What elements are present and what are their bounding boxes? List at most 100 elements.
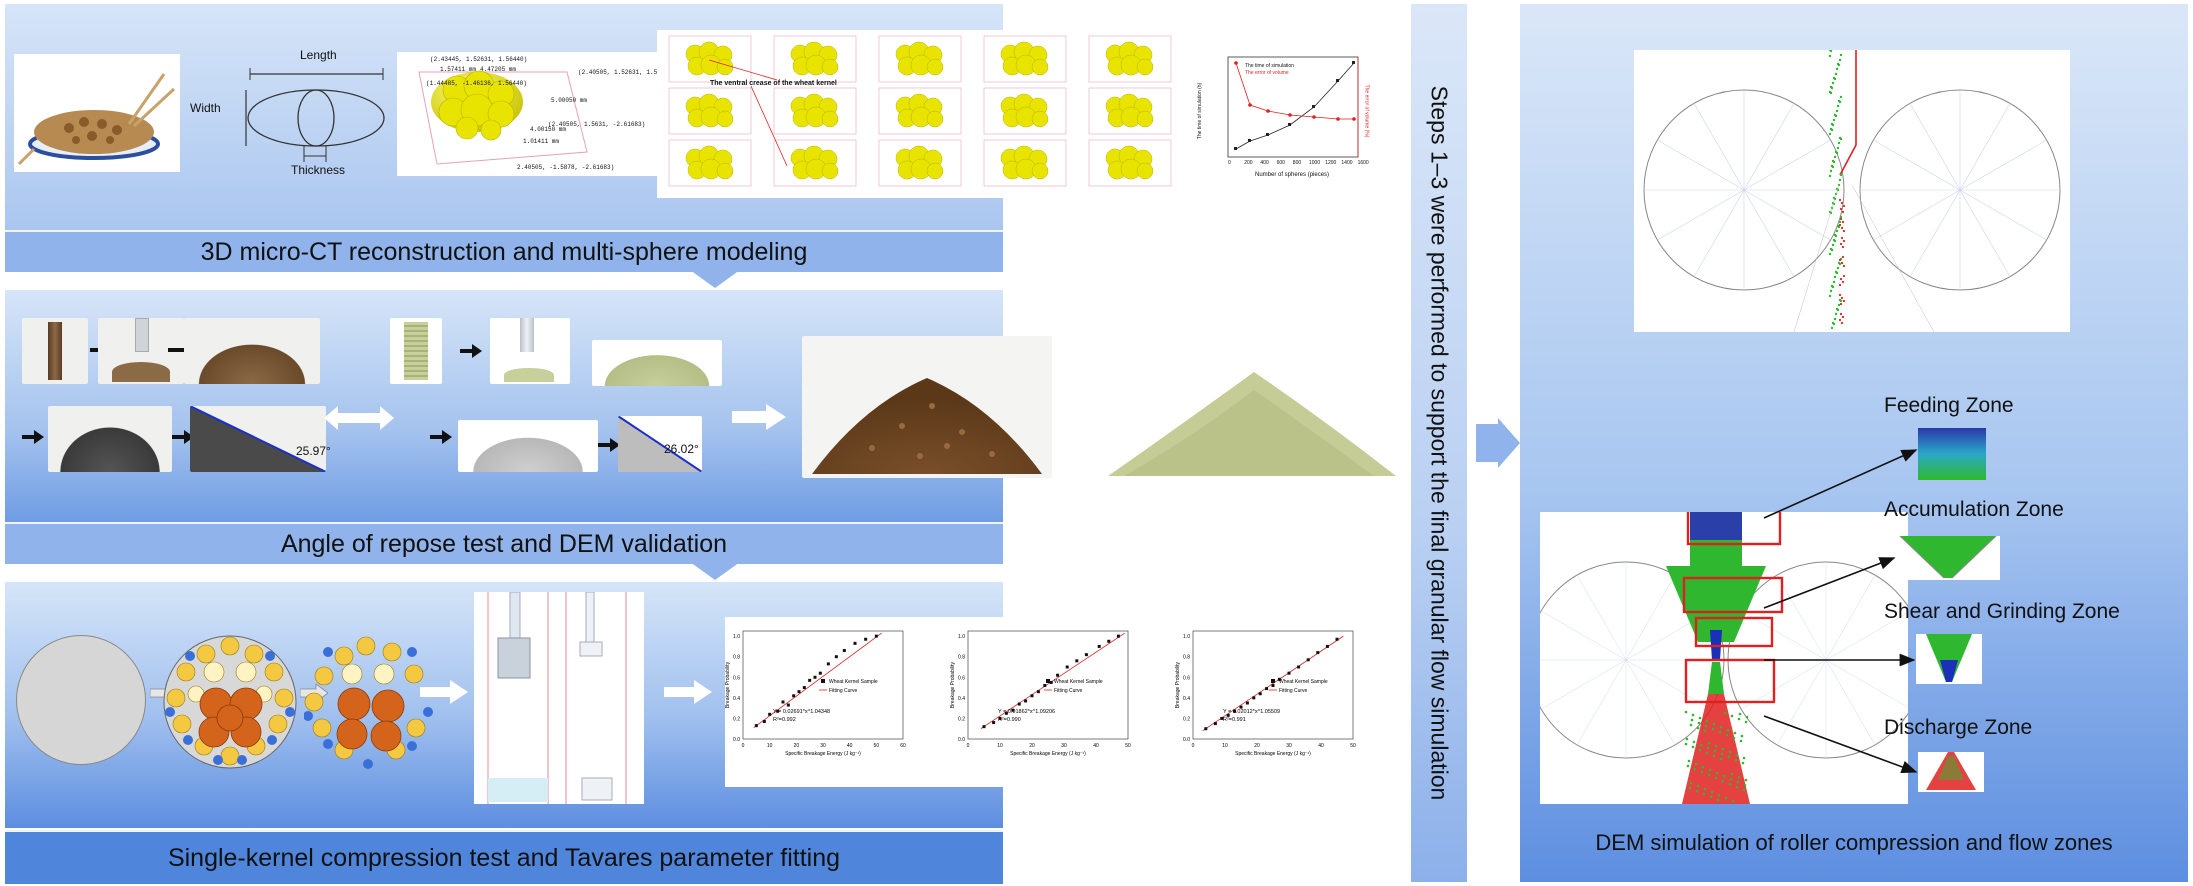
measured-slope-photo [190,406,326,472]
ct-coord-10: (1.44485, -1.46136, 1.56440) [426,80,527,87]
chart-frame [967,630,1129,740]
feeding-zone-inset [1918,428,1986,480]
x-tick-label: 0 [742,743,745,749]
data-point [992,721,996,725]
x-tick-label: 30 [1286,743,1292,749]
y-tick-label: 0.4 [733,696,740,702]
sphere-chart-x-tick: 0 [1228,160,1231,166]
data-point [818,671,822,675]
accumulation-zone-inset [1896,535,2000,580]
ct-coord-1: (2.43445, 1.52631, 1.56440) [430,56,528,63]
ct-coord-6: 4.00150 mm [530,126,567,133]
data-point [1335,637,1339,641]
data-point [1097,644,1101,648]
feeding-zone-label: Feeding Zone [1884,394,2014,417]
data-point [864,637,868,641]
step1-title-bar: 3D micro-CT reconstruction and multi-sph… [5,230,1003,272]
fit-r2: R²=0.991 [1223,717,1246,723]
sphere-chart-x-tick: 1600 [1357,160,1369,166]
data-point [1056,673,1060,677]
step3-title-bar: Single-kernel compression test and Tavar… [5,830,1003,884]
width-label: Width [190,101,221,115]
y-tick-label: 0.6 [1183,675,1190,681]
big-right-arrow [420,680,468,704]
legend-marker [1046,679,1050,683]
data-point [1024,699,1028,703]
discharge-zone-inset [1918,752,1984,792]
data-point [834,655,838,659]
y-tick-label: 1.0 [1183,634,1190,640]
data-point [1017,702,1021,706]
data-point [1004,711,1008,715]
y-tick-label: 0.6 [733,675,740,681]
step2-title: Angle of repose test and DEM validation [280,529,728,558]
data-point [1116,634,1120,638]
arrow-icon [598,438,620,452]
data-point [776,709,780,713]
y-axis-label: Breakage Probability [950,661,956,708]
data-point [802,686,806,690]
y-axis-label: Breakage Probability [725,661,731,708]
to-simulation-arrow [1476,418,1520,468]
fit-r2: R²=0.992 [773,717,796,723]
y-tick-label: 0.4 [958,696,965,702]
legend-sample: Wheat Kernel Sample [1054,679,1103,685]
data-point [786,703,790,707]
multi-sphere-models-card [657,30,1184,198]
x-tick-label: 20 [1254,743,1260,749]
wheat-heap-photo [184,318,320,384]
sphere-chart-x-tick: 1400 [1341,160,1353,166]
legend-fit: Fitting Curve [829,688,858,694]
data-point [1277,677,1281,681]
thickness-label: Thickness [291,163,346,177]
data-point [874,634,878,638]
fitting-curve [1202,635,1344,732]
sim-slope-image [618,416,702,472]
data-point [797,690,801,694]
fit-r2: R²=0.990 [998,717,1021,723]
y-tick-label: 0.8 [958,655,965,661]
legend-sample: Wheat Kernel Sample [1279,679,1328,685]
x-tick-label: 0 [1192,743,1195,749]
step1-down-arrow [690,270,740,288]
data-point [1258,692,1262,696]
sphere-chart-xlabel: Number of spheres (pieces) [1255,172,1330,178]
ct-coord-3: 4.47205 mm [480,66,517,73]
steps-summary-note: Steps 1–3 were performed to support the … [1426,85,1453,801]
data-point [842,649,846,653]
x-tick-label: 50 [1125,743,1131,749]
fit-equation: Y = 0.02691*x^1.04348 [773,709,830,715]
x-tick-label: 30 [820,743,826,749]
arrow-icon [460,344,482,358]
wheat-bowl-photo [14,54,180,172]
data-point [982,725,986,729]
sim-cylinder-image [390,318,442,384]
shear-grinding-zone-label: Shear and Grinding Zone [1884,600,2120,623]
data-point [1220,716,1224,720]
data-point [1075,659,1079,663]
shear-grinding-zone-inset [1916,634,1982,684]
data-point [1213,722,1217,726]
data-point [1233,709,1237,713]
data-point [1287,671,1291,675]
steps-summary-text: Steps 1–3 were performed to support the … [1411,4,1467,882]
data-point [768,712,772,716]
x-tick-label: 30 [1061,743,1067,749]
cylinder-photo [22,318,88,384]
sphere-count-chart-card [1198,37,1386,190]
step1-title: 3D micro-CT reconstruction and multi-sph… [200,237,808,266]
ct-coord-5: (2.40505, 1.5631, -2.61683) [548,121,646,128]
roller-overview-sim [1634,48,2070,333]
x-axis-label: Specific Breakage Energy (J kg⁻¹) [1010,751,1086,757]
sphere-chart-x-tick: 200 [1244,160,1253,166]
data-point [1084,653,1088,657]
x-axis-label: Specific Breakage Energy (J kg⁻¹) [1235,751,1311,757]
sphere-chart-x-tick: 400 [1260,160,1269,166]
x-tick-label: 40 [1318,743,1324,749]
sphere-chart-legend-1: The time of simulation [1245,63,1294,69]
ct-coord-7: 1.01411 mm [523,138,560,145]
arrow-icon [430,430,452,444]
sim-heap-grey-image [458,420,598,472]
chart-frame [742,630,904,740]
ct-coord-8: 2.40505, -1.5878, -2.61683) [517,164,615,171]
